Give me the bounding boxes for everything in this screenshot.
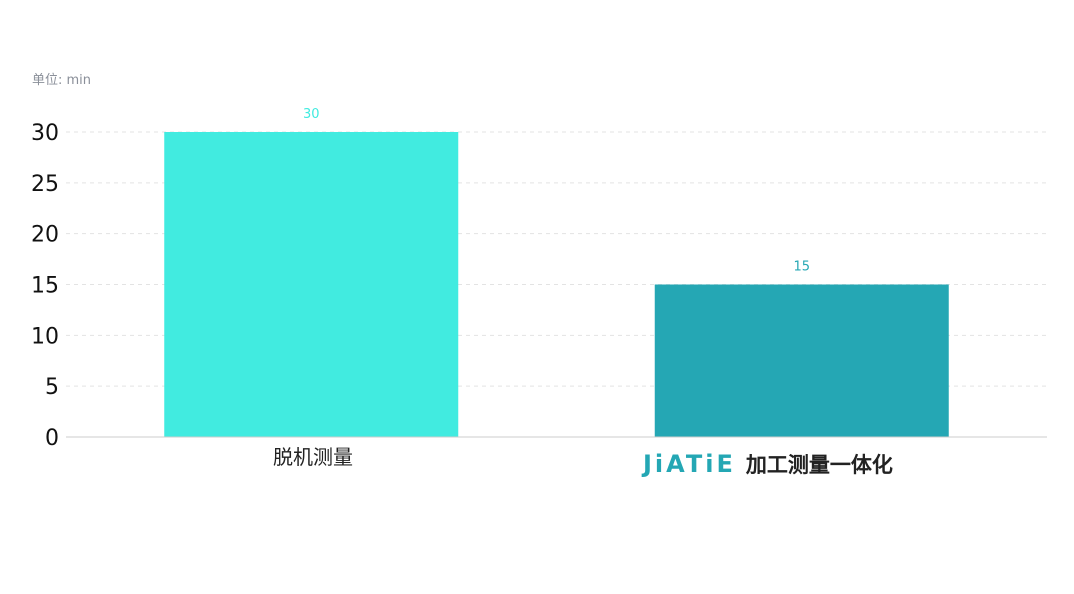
- unit-label: 单位: min: [32, 73, 92, 88]
- y-tick-label: 30: [31, 121, 59, 146]
- y-tick-label: 25: [31, 172, 59, 197]
- data-label: 30: [303, 107, 320, 122]
- y-tick-label: 0: [45, 426, 59, 451]
- x-tick-label-offline: 脱机测量: [273, 445, 353, 469]
- x-tick-label-text: 加工测量一体化: [745, 453, 893, 477]
- data-label: 15: [793, 260, 810, 275]
- y-tick-label: 15: [31, 274, 59, 299]
- jiatie-logo: JiATiE: [643, 450, 736, 478]
- y-tick-label: 20: [31, 223, 59, 248]
- x-tick-label-integrated: JiATiE 加工测量一体化: [643, 449, 893, 479]
- y-tick-label: 5: [45, 375, 59, 400]
- bar: [654, 284, 949, 437]
- bar: [164, 132, 459, 437]
- y-tick-label: 10: [31, 324, 59, 349]
